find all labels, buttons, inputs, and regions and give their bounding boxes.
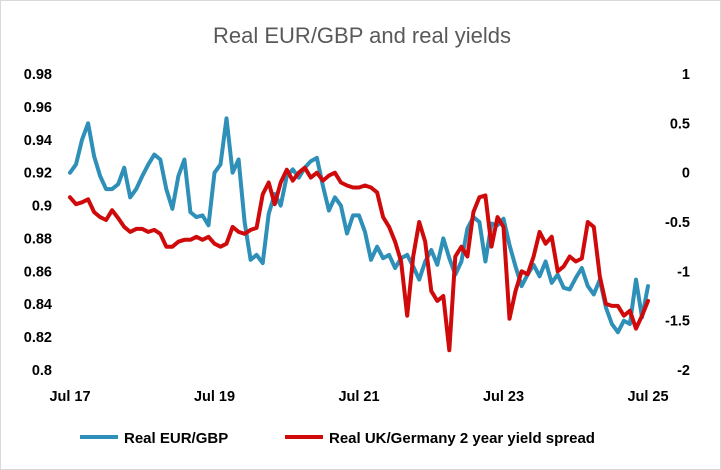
x-tick-label: Jul 17	[49, 389, 90, 405]
legend: Real EUR/GBP Real UK/Germany 2 year yield…	[80, 430, 595, 447]
x-tick-label: Jul 25	[627, 389, 668, 405]
y-left-tick-label: 0.88	[24, 231, 52, 247]
y-right-tick-label: -1	[677, 264, 690, 280]
y-right-axis: 1 0.5 0 -0.5 -1 -1.5 -2	[665, 67, 690, 379]
y-left-tick-label: 0.86	[24, 264, 52, 280]
legend-label-2: Real UK/Germany 2 year yield spread	[329, 430, 595, 447]
y-right-tick-label: 1	[682, 67, 690, 83]
chart-title: Real EUR/GBP and real yields	[213, 23, 511, 48]
x-axis: Jul 17 Jul 19 Jul 21 Jul 23 Jul 25	[49, 389, 668, 405]
y-right-tick-label: -1.5	[665, 314, 690, 330]
y-right-tick-label: 0	[682, 166, 690, 182]
plot-area	[68, 116, 650, 353]
legend-label-1: Real EUR/GBP	[124, 430, 228, 447]
x-tick-label: Jul 19	[194, 389, 235, 405]
y-right-tick-label: 0.5	[670, 116, 690, 132]
y-left-tick-label: 0.8	[32, 363, 52, 379]
y-left-tick-label: 0.96	[24, 100, 52, 116]
series-line-2	[68, 165, 650, 353]
x-tick-label: Jul 21	[338, 389, 379, 405]
y-left-tick-label: 0.98	[24, 67, 52, 83]
y-left-tick-label: 0.82	[24, 330, 52, 346]
y-right-tick-label: -2	[677, 363, 690, 379]
y-left-tick-label: 0.92	[24, 166, 52, 182]
y-left-axis: 0.98 0.96 0.94 0.92 0.9 0.88 0.86 0.84 0.82 0.8	[24, 67, 52, 379]
series-line-1	[68, 116, 650, 335]
y-left-tick-label: 0.9	[32, 199, 52, 215]
y-right-tick-label: -0.5	[665, 215, 690, 231]
x-tick-label: Jul 23	[483, 389, 524, 405]
y-left-tick-label: 0.94	[24, 133, 52, 149]
y-left-tick-label: 0.84	[24, 297, 52, 313]
